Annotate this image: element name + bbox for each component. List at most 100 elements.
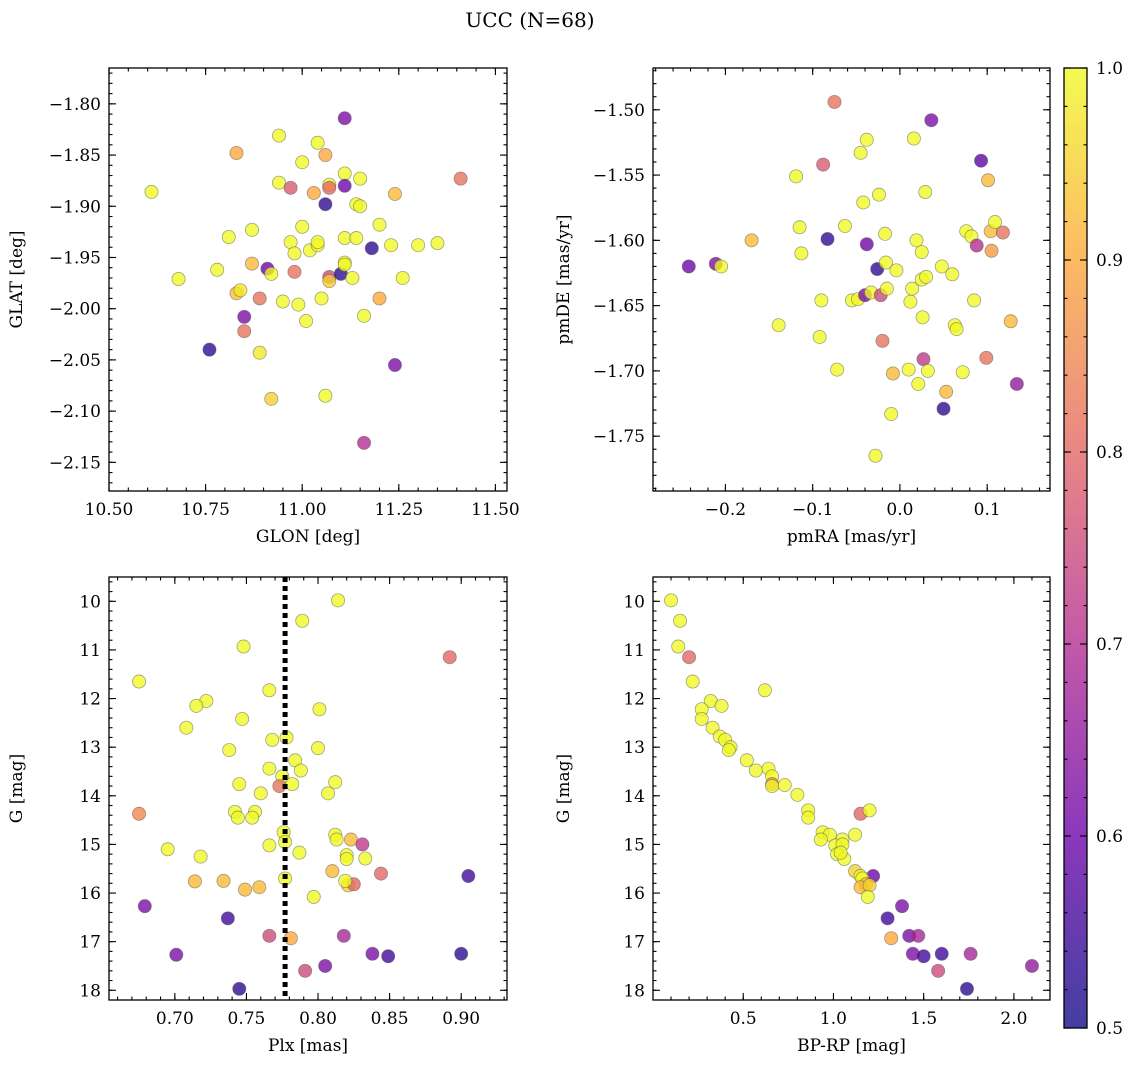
data-point (295, 219, 310, 234)
data-point (298, 963, 313, 978)
data-point (820, 232, 835, 247)
data-point (353, 171, 368, 186)
data-point (331, 593, 346, 608)
data-point (262, 761, 277, 776)
data-point (312, 702, 327, 717)
data-point (915, 310, 930, 325)
y-tick-label: 18 (79, 981, 101, 1001)
data-point (911, 376, 926, 391)
data-point (812, 329, 827, 344)
y-tick-label: 17 (79, 933, 101, 953)
data-point (814, 293, 829, 308)
data-point (193, 849, 208, 864)
y-tick-label: −1.70 (593, 362, 645, 382)
x-tick-label: 0.5 (730, 1009, 757, 1029)
x-tick-label: −0.2 (705, 500, 746, 520)
data-point (230, 810, 245, 825)
data-point (262, 838, 277, 853)
data-point (245, 810, 260, 825)
scatter-points (664, 593, 1039, 996)
data-point (372, 217, 387, 232)
data-point (325, 864, 340, 879)
data-point (694, 711, 709, 726)
ticks: 0.5 1.0 1.5 2.0 10 11 12 13 14 15 16 17 18 (623, 577, 1050, 1029)
y-tick-label: 13 (79, 738, 101, 758)
x-tick-label: 0.75 (228, 1009, 266, 1029)
data-point (853, 145, 868, 160)
data-point (353, 199, 368, 214)
panel-plx_g: 0.70 0.75 0.80 0.85 0.90 10 11 12 13 14 15 16 17 18 Pl… (7, 576, 508, 1056)
data-point (934, 259, 949, 274)
data-point (862, 878, 877, 893)
data-point (920, 363, 935, 378)
data-point (232, 777, 247, 792)
x-tick-label: 11.50 (471, 500, 520, 520)
data-point (906, 131, 921, 146)
ticks: −0.2 −0.1 0.0 0.1 −1.50 −1.55 −1.60 −1.65 −1.70 −… (593, 68, 1050, 520)
data-point (939, 384, 954, 399)
y-tick-label: 15 (623, 835, 645, 855)
data-point (235, 711, 250, 726)
data-point (339, 852, 354, 867)
data-point (357, 308, 372, 323)
data-point (411, 238, 426, 253)
data-point (244, 222, 259, 237)
axes-frame (652, 576, 1051, 1001)
data-point (345, 270, 360, 285)
scatter-points (681, 94, 1024, 463)
data-point (238, 882, 253, 897)
data-point (914, 245, 929, 260)
data-point (871, 187, 886, 202)
data-point (837, 218, 852, 233)
data-point (306, 889, 321, 904)
data-point (771, 318, 786, 333)
axes-frame (108, 576, 508, 1001)
data-point (789, 169, 804, 184)
data-point (671, 639, 686, 654)
data-point (878, 226, 893, 241)
data-point (833, 845, 848, 860)
data-point (827, 94, 842, 109)
data-point (132, 674, 147, 689)
y-tick-label: −1.85 (49, 146, 101, 166)
axes-frame (108, 67, 508, 492)
data-point (862, 803, 877, 818)
y-tick-label: 12 (623, 690, 645, 710)
y-axis-label: GLAT [deg] (7, 230, 27, 328)
data-point (909, 233, 924, 248)
y-axis-label: G [mag] (554, 754, 574, 823)
data-point (856, 195, 871, 210)
data-point (252, 345, 267, 360)
data-point (936, 401, 951, 416)
data-point (179, 720, 194, 735)
data-point (321, 786, 336, 801)
data-point (885, 366, 900, 381)
y-tick-label: 16 (79, 884, 101, 904)
data-point (461, 869, 476, 884)
data-point (875, 333, 890, 348)
data-point (895, 899, 910, 914)
data-point (1009, 376, 1024, 391)
data-point (264, 391, 279, 406)
data-point (272, 175, 287, 190)
data-point (830, 362, 845, 377)
data-point (364, 241, 379, 256)
data-point (272, 128, 287, 143)
x-tick-label: 0.1 (974, 500, 1001, 520)
data-point (221, 229, 236, 244)
data-point (337, 166, 352, 181)
data-point (859, 237, 874, 252)
x-axis-label: BP-RP [mag] (797, 1036, 906, 1056)
x-tick-label: 10.50 (85, 500, 134, 520)
data-point (848, 827, 863, 842)
data-point (859, 132, 874, 147)
y-tick-label: 13 (623, 738, 645, 758)
data-point (236, 639, 251, 654)
data-point (264, 266, 279, 281)
data-point (338, 873, 353, 888)
data-point (275, 294, 290, 309)
x-axis-label: GLON [deg] (256, 527, 360, 547)
y-tick-label: −2.05 (49, 351, 101, 371)
data-point (283, 180, 298, 195)
data-point (959, 981, 974, 996)
